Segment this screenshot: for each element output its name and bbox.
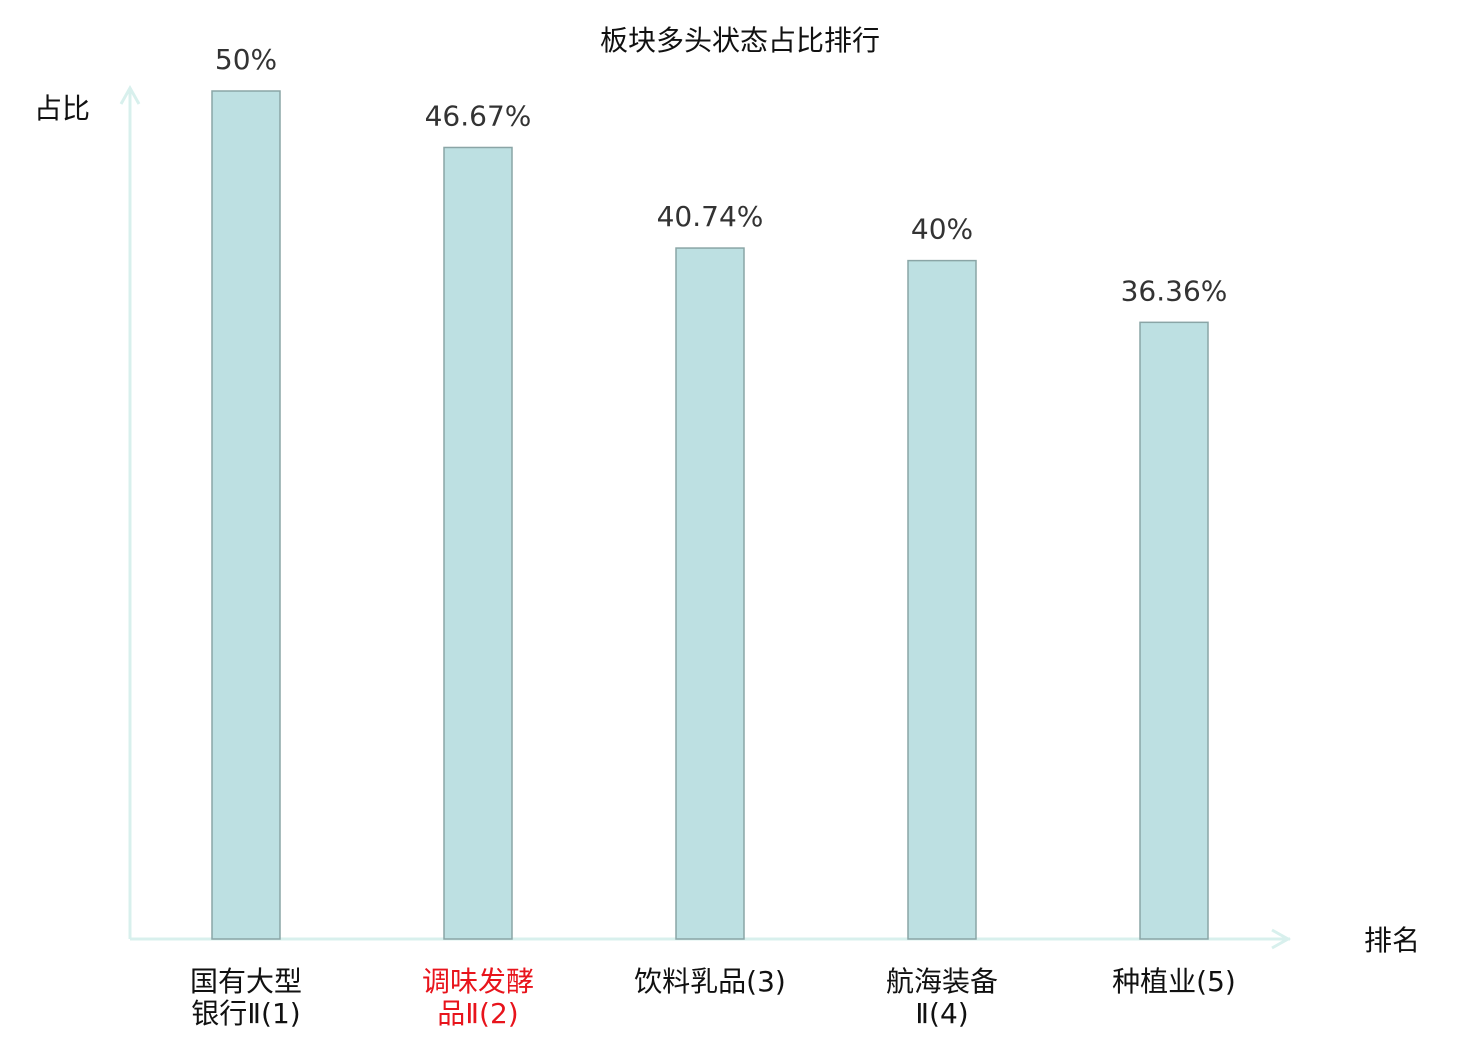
chart-title: 板块多头状态占比排行 <box>600 24 880 57</box>
x-axis-arrow <box>1271 928 1292 950</box>
bar <box>675 247 745 940</box>
x-tick-label: 银行Ⅱ(1) <box>191 997 300 1030</box>
x-axis-label: 排名 <box>1364 924 1420 957</box>
value-label: 40% <box>911 213 973 246</box>
value-label: 46.67% <box>425 99 532 132</box>
bar <box>211 90 281 940</box>
x-tick-label: 航海装备 <box>886 965 998 998</box>
bar <box>1139 321 1209 940</box>
bar <box>907 259 977 940</box>
value-label: 36.36% <box>1121 274 1228 307</box>
bar <box>443 146 513 940</box>
x-tick-label: 饮料乳品(3) <box>634 965 786 998</box>
y-axis-label: 占比 <box>34 92 90 125</box>
x-tick-label: 调味发酵 <box>422 965 534 998</box>
y-axis-arrow <box>119 84 141 105</box>
x-tick-label: 品Ⅱ(2) <box>437 997 518 1030</box>
x-tick-label: 种植业(5) <box>1112 965 1236 998</box>
x-tick-label: 国有大型 <box>190 965 302 998</box>
x-tick-label: Ⅱ(4) <box>915 997 968 1030</box>
value-label: 50% <box>215 43 277 76</box>
value-label: 40.74% <box>657 200 764 233</box>
